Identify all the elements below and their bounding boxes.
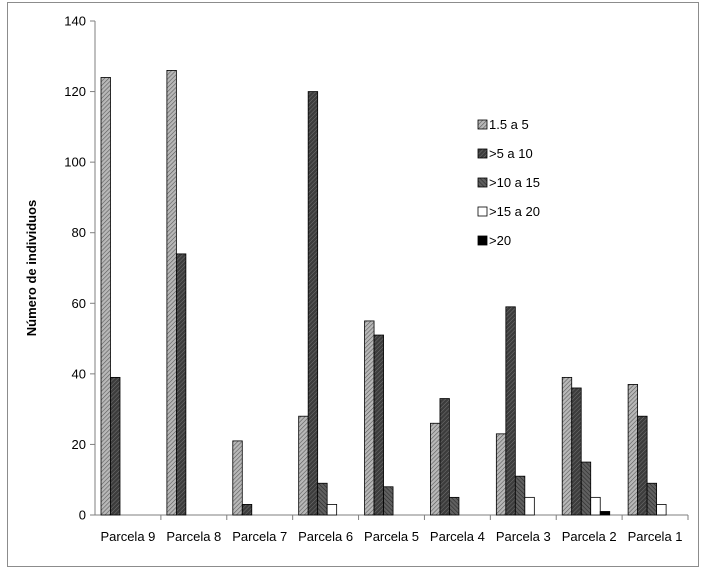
- bar: [166, 70, 177, 516]
- x-tick-label: Parcela 8: [166, 529, 221, 544]
- bar: [175, 253, 187, 516]
- x-tick-label: Parcela 7: [232, 529, 287, 544]
- y-tick-label: 100: [64, 155, 86, 170]
- legend-label: >10 a 15: [489, 175, 540, 190]
- x-tick-label: Parcela 1: [628, 529, 683, 544]
- x-tick-label: Parcela 2: [562, 529, 617, 544]
- bar: [524, 496, 535, 516]
- bar: [505, 306, 516, 516]
- bars: [100, 70, 667, 516]
- bar: [590, 496, 601, 516]
- bar: [627, 384, 639, 516]
- y-tick-label: 20: [72, 437, 86, 452]
- bar: [637, 415, 648, 516]
- bar: [241, 504, 253, 516]
- bar: [439, 398, 450, 516]
- bar: [599, 511, 611, 516]
- bar: [495, 433, 507, 516]
- legend-swatch: [477, 235, 488, 246]
- legend-label: >15 a 20: [489, 204, 540, 219]
- legend-swatch: [477, 206, 488, 217]
- x-tick-label: Parcela 3: [496, 529, 551, 544]
- y-tick-label: 140: [64, 14, 86, 29]
- y-axis-label: Número de individuos: [24, 200, 39, 337]
- bar: [232, 440, 243, 516]
- legend-label: >5 a 10: [489, 146, 533, 161]
- y-tick-label: 0: [79, 508, 86, 523]
- bar: [514, 475, 526, 516]
- x-tick-label: Parcela 5: [364, 529, 419, 544]
- y-tick-label: 40: [72, 366, 86, 381]
- legend-swatch: [477, 177, 488, 188]
- bar: [307, 91, 319, 516]
- bar: [561, 376, 573, 516]
- bar: [317, 482, 328, 516]
- legend: 1.5 a 5 >5 a 10 >10 a 15 >15 a 20 >20: [477, 117, 540, 248]
- bar: [383, 486, 394, 516]
- x-tick-label: Parcela 9: [100, 529, 155, 544]
- bar: [430, 422, 441, 516]
- y-tick-label: 80: [72, 225, 86, 240]
- bar: [100, 77, 111, 516]
- bar: [110, 376, 121, 516]
- bar: [298, 415, 309, 516]
- bar: [373, 334, 384, 516]
- bar: [571, 387, 582, 516]
- labels: 0 20 40 60 80 100 120 140 Número de individuos Pa…: [24, 14, 683, 545]
- legend-label: >20: [489, 233, 511, 248]
- bar: [364, 320, 375, 516]
- bar: [449, 496, 460, 516]
- x-tick-label: Parcela 6: [298, 529, 353, 544]
- bar: [656, 504, 667, 516]
- legend-swatch: [477, 148, 488, 159]
- y-tick-label: 120: [64, 84, 86, 99]
- bar: [326, 504, 338, 516]
- bar: [580, 461, 592, 516]
- legend-label: 1.5 a 5: [489, 117, 529, 132]
- y-tick-label: 60: [72, 296, 86, 311]
- legend-swatch: [477, 119, 488, 130]
- x-tick-label: Parcela 4: [430, 529, 485, 544]
- bar: [646, 482, 658, 516]
